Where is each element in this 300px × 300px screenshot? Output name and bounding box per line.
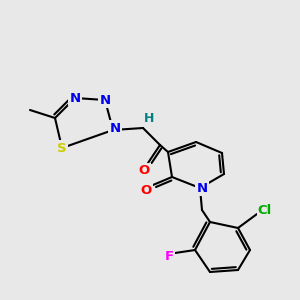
Text: N: N: [69, 92, 81, 104]
Text: N: N: [110, 122, 121, 134]
Text: O: O: [140, 184, 152, 197]
Text: H: H: [144, 112, 154, 124]
Text: N: N: [99, 94, 111, 106]
Text: O: O: [138, 164, 150, 178]
Text: F: F: [164, 250, 174, 263]
Text: N: N: [196, 182, 208, 194]
Text: Cl: Cl: [258, 203, 272, 217]
Text: S: S: [57, 142, 67, 154]
